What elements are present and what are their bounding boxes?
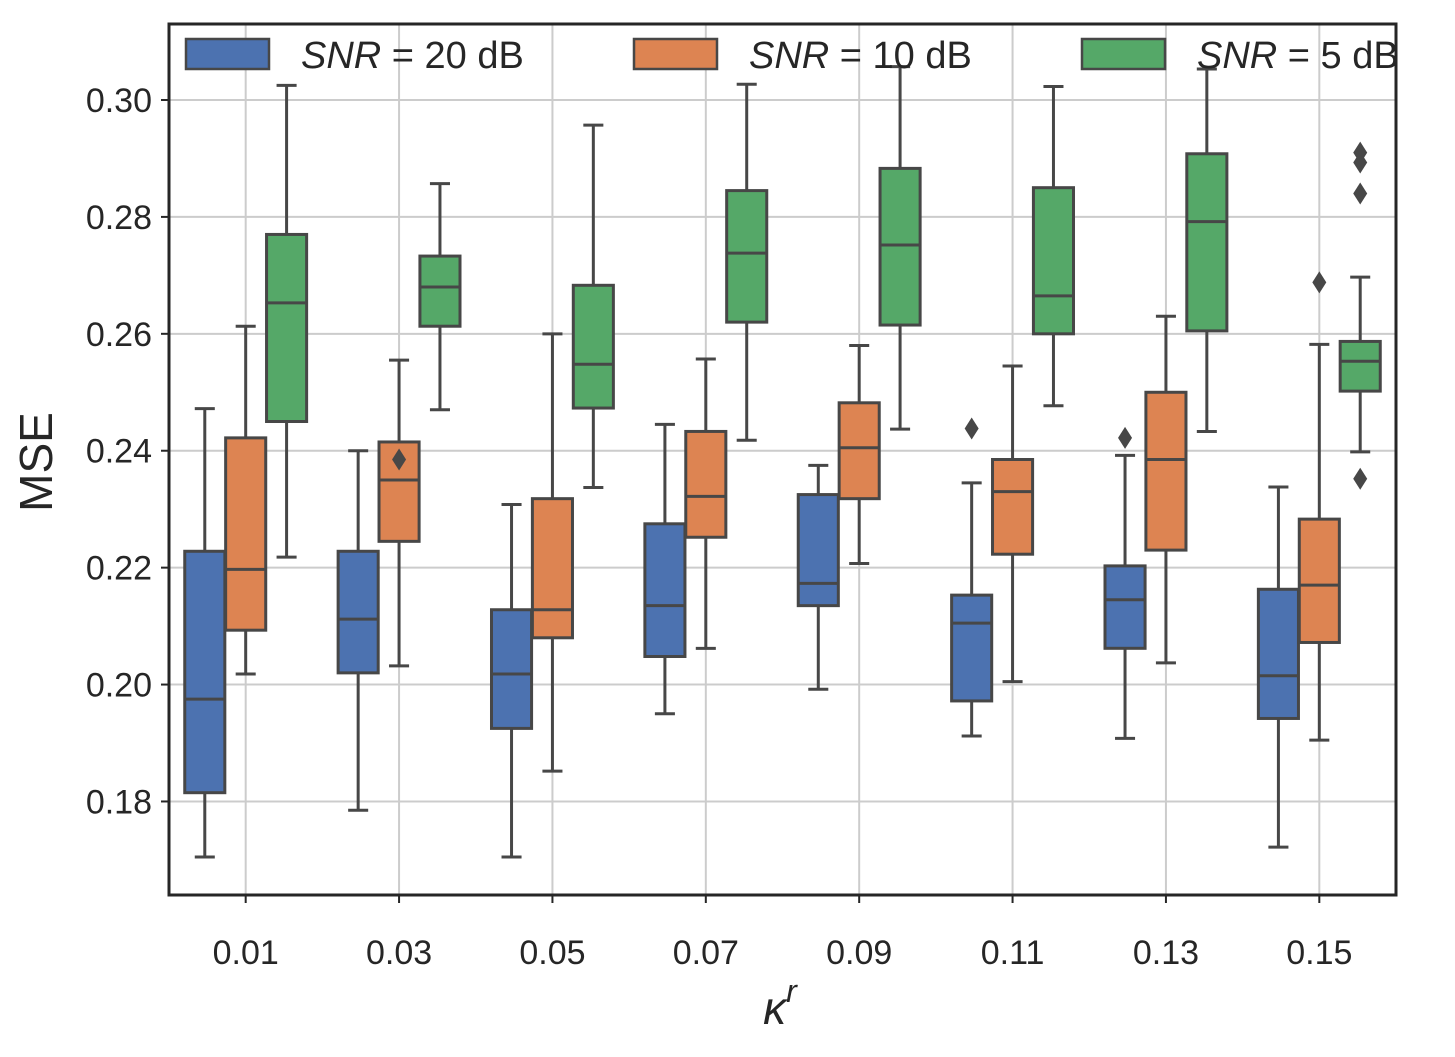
outlier-marker — [1312, 271, 1327, 294]
legend-label-rest: = 20 dB — [381, 35, 524, 77]
box-group — [684, 357, 728, 650]
box-group — [418, 182, 462, 412]
box-iqr — [1297, 517, 1341, 644]
box-iqr — [950, 593, 994, 703]
box-group — [991, 364, 1035, 684]
box-group — [643, 422, 687, 716]
y-axis-label: MSE — [10, 412, 62, 512]
box-iqr — [571, 283, 615, 410]
box-iqr — [878, 166, 922, 327]
box-iqr — [796, 493, 840, 608]
y-tick-label: 0.24 — [86, 433, 152, 471]
x-tick-label: 0.07 — [673, 934, 739, 972]
legend-label-rest: = 5 dB — [1277, 35, 1398, 77]
box-group — [489, 503, 534, 859]
box-group — [265, 83, 309, 559]
y-tick-label: 0.18 — [86, 783, 152, 821]
x-tick-label: 0.15 — [1286, 934, 1352, 972]
legend-label: SNR = 20 dB — [301, 35, 524, 77]
box-iqr — [183, 549, 227, 795]
box-iqr — [1031, 186, 1076, 336]
box-group — [1185, 67, 1229, 433]
box-group — [950, 417, 994, 738]
legend-label: SNR = 5 dB — [1197, 35, 1399, 77]
y-tick-label: 0.30 — [86, 82, 152, 120]
box-group — [878, 65, 922, 431]
box-group — [1031, 85, 1076, 408]
box-iqr — [725, 189, 769, 324]
box-iqr — [643, 522, 687, 658]
legend-item: SNR = 20 dB — [184, 35, 524, 77]
box-group — [1144, 314, 1188, 665]
box-iqr — [1185, 152, 1229, 333]
box-group — [1256, 485, 1300, 849]
box-iqr — [991, 458, 1035, 556]
box-iqr — [1338, 339, 1382, 393]
y-tick-label: 0.20 — [86, 667, 152, 705]
box-series — [183, 65, 1382, 859]
outlier-marker — [1353, 467, 1368, 490]
y-tick-label: 0.22 — [86, 550, 152, 588]
legend-label-italic: SNR — [1197, 35, 1277, 77]
box-iqr — [418, 254, 462, 328]
outlier-marker — [1353, 151, 1368, 174]
legend-label-italic: SNR — [749, 35, 829, 77]
box-group — [725, 82, 769, 442]
outlier-marker — [964, 417, 979, 440]
box-group — [377, 358, 421, 668]
box-iqr — [224, 436, 268, 632]
box-group — [183, 407, 227, 859]
box-group — [1103, 426, 1147, 740]
outlier-marker — [392, 448, 407, 471]
y-tick-label: 0.26 — [86, 316, 152, 354]
plot-frame — [167, 22, 1398, 897]
legend-item: SNR = 10 dB — [632, 35, 972, 77]
x-tick-label: 0.05 — [519, 934, 585, 972]
box-group — [224, 324, 268, 676]
outlier-marker — [1353, 182, 1368, 205]
legend-swatch — [1080, 37, 1167, 71]
x-tick-label: 0.01 — [213, 934, 279, 972]
box-iqr — [1103, 564, 1147, 650]
legend-label: SNR = 10 dB — [749, 35, 972, 77]
legend: SNR = 20 dB SNR = 10 dB SNR = 5 dB — [184, 35, 1399, 77]
box-iqr — [684, 429, 728, 539]
x-axis-ticks: 0.01 0.03 0.05 0.07 0.09 0.11 0.13 0.15 — [213, 895, 1352, 972]
y-axis-ticks: 0.18 0.20 0.22 0.24 0.26 0.28 0.30 — [86, 82, 169, 821]
box-iqr — [837, 401, 881, 501]
box-iqr — [265, 232, 309, 424]
box-group — [796, 463, 840, 691]
box-group — [1297, 271, 1341, 742]
legend-label-rest: = 10 dB — [829, 35, 972, 77]
box-iqr — [530, 497, 574, 640]
box-group — [837, 344, 881, 566]
box-iqr — [1256, 587, 1300, 720]
x-tick-label: 0.13 — [1133, 934, 1199, 972]
box-group — [571, 123, 615, 490]
box-group — [1338, 141, 1382, 490]
box-iqr — [336, 549, 380, 675]
x-tick-label: 0.11 — [981, 934, 1045, 972]
legend-swatch — [632, 37, 719, 71]
box-iqr — [489, 608, 534, 730]
box-group — [530, 332, 574, 773]
y-tick-label: 0.28 — [86, 199, 152, 237]
x-tick-label: 0.03 — [366, 934, 432, 972]
x-axis-label-superscript: r — [786, 973, 798, 1009]
outlier-marker — [1118, 426, 1133, 449]
x-axis-label: κr — [763, 973, 798, 1034]
box-group — [336, 449, 380, 812]
x-tick-label: 0.09 — [826, 934, 892, 972]
box-iqr — [1144, 390, 1188, 552]
legend-swatch — [184, 37, 271, 71]
legend-item: SNR = 5 dB — [1080, 35, 1399, 77]
x-axis-label-symbol: κ — [763, 982, 788, 1034]
legend-label-italic: SNR — [301, 35, 381, 77]
